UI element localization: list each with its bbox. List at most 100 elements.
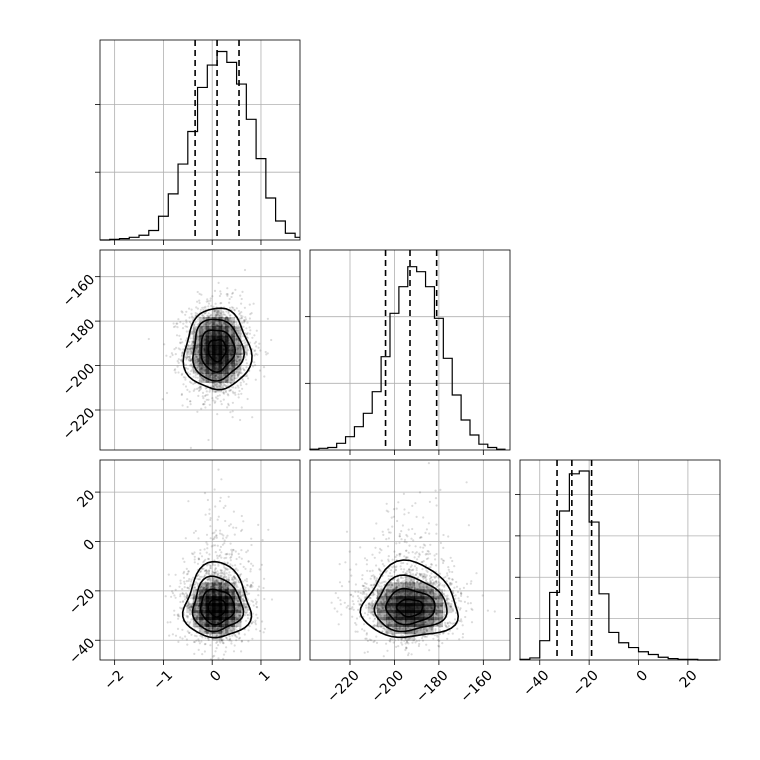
scatter-point [470,621,474,624]
scatter-point [206,298,209,301]
scatter-point [189,613,192,616]
scatter-point [221,375,224,378]
density-cell [225,582,235,593]
scatter-point [226,316,229,319]
scatter-point [381,627,385,630]
scatter-point [243,339,246,342]
density-cell [192,345,203,355]
scatter-point [376,590,379,593]
scatter-point [196,601,199,604]
scatter-point [432,592,435,595]
scatter-point [234,583,237,586]
scatter-point [186,586,189,589]
density-cell [231,335,242,346]
scatter-point [176,326,179,329]
scatter-point [203,492,207,495]
scatter-point [340,613,343,616]
scatter-point [254,598,257,601]
scatter-point [411,580,414,583]
scatter-point [219,583,222,586]
scatter-point [257,346,260,349]
scatter-point [219,583,222,586]
scatter-point [190,604,193,607]
scatter-point [177,613,180,616]
scatter-point [193,594,196,597]
scatter-point [235,618,238,621]
scatter-point [455,580,458,584]
scatter-point [371,613,374,616]
scatter-point [202,403,205,406]
scatter-point [394,626,397,630]
scatter-point [222,641,225,645]
density-cell [212,317,223,327]
scatter-point [227,578,230,581]
scatter-point [196,562,200,565]
scatter-point [191,347,194,350]
scatter-point [368,617,371,620]
scatter-point [412,568,415,571]
scatter-point [235,339,238,342]
scatter-point [232,576,235,579]
scatter-point [204,636,207,639]
scatter-point [195,346,198,349]
scatter-point [193,586,196,589]
scatter-point [185,596,188,599]
scatter-point [223,383,226,386]
scatter-point [196,366,199,369]
scatter-point [208,322,211,325]
scatter-point [199,386,202,389]
scatter-point [239,347,242,350]
scatter-point [172,325,176,329]
scatter-point [375,607,378,610]
scatter-point [235,580,238,584]
scatter-point [403,538,407,541]
scatter-point [203,588,206,592]
scatter-point [213,531,216,534]
scatter-point [189,400,192,403]
scatter-point [203,630,206,633]
scatter-point [456,606,460,609]
scatter-point [190,597,193,600]
scatter-point [374,588,377,592]
scatter-point [234,597,237,600]
density-cell [205,345,216,355]
scatter-point [189,608,192,611]
scatter-point [396,579,399,582]
scatter-point [224,373,227,376]
scatter-point [426,628,429,631]
scatter-point [190,359,193,362]
scatter-point [223,322,226,325]
scatter-point [423,628,426,631]
scatter-point [376,594,379,597]
scatter-point [245,362,248,365]
density-cell [192,335,203,346]
scatter-point [216,313,219,316]
scatter-point [258,369,262,372]
scatter-point [457,597,460,600]
scatter-point [183,586,186,589]
scatter-point [245,590,248,594]
scatter-point [229,629,232,632]
scatter-point [403,555,406,558]
scatter-point [407,626,410,629]
scatter-point [226,561,229,564]
scatter-point [244,611,248,615]
scatter-point [436,601,439,605]
scatter-point [232,582,235,585]
scatter-point [235,338,238,341]
scatter-point [247,614,250,617]
scatter-point [442,613,446,616]
scatter-point [213,564,217,567]
scatter-point [190,330,193,333]
scatter-point [221,324,224,327]
scatter-point [400,581,403,584]
scatter-point [236,348,239,351]
scatter-point [214,315,217,318]
scatter-point [228,314,231,317]
scatter-point [183,595,186,598]
scatter-point [206,581,209,584]
scatter-point [212,582,215,585]
scatter-point [238,614,241,618]
scatter-point [378,589,381,593]
scatter-point [209,658,212,660]
